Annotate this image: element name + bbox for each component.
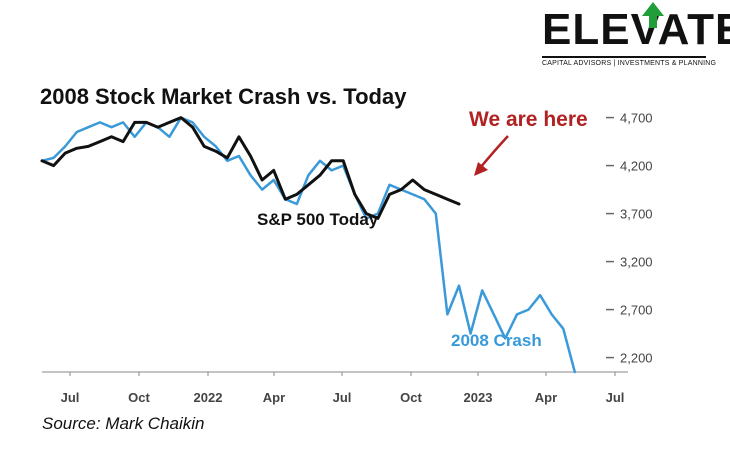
y-tick-label: 4,700 (620, 111, 653, 126)
elevate-logo: ELEVATE CAPITAL ADVISORS | INVESTMENTS &… (538, 2, 730, 68)
x-tick-label: Jul (333, 390, 352, 405)
logo-tagline: CAPITAL ADVISORS | INVESTMENTS & PLANNIN… (542, 60, 717, 67)
y-tick-label: 4,200 (620, 159, 653, 174)
y-tick-label: 3,200 (620, 255, 653, 270)
series-line-sp500-today (40, 116, 461, 220)
x-tick-label: Apr (535, 390, 557, 405)
x-tick-label: 2023 (464, 390, 493, 405)
annotation-arrow-line (479, 135, 509, 169)
x-tick-label: Oct (400, 390, 422, 405)
source-caption: Source: Mark Chaikin (42, 414, 205, 433)
x-tick-label: Jul (61, 390, 80, 405)
series-line-2008-crash (40, 116, 577, 374)
x-tick-label: Oct (128, 390, 150, 405)
chart-lines (40, 116, 577, 374)
annotation-arrowhead (474, 162, 488, 176)
chart-annotations: S&P 500 Today 2008 Crash We are here (257, 108, 588, 350)
y-tick-label: 3,700 (620, 207, 653, 222)
series-label-2008-crash: 2008 Crash (451, 331, 542, 350)
logo-wordmark: ELEVATE (542, 5, 730, 54)
logo-arrow-icon (642, 2, 664, 28)
x-tick-label: Jul (606, 390, 625, 405)
logo-divider (542, 56, 706, 58)
annotation-we-are-here: We are here (469, 108, 588, 131)
x-tick-label: Apr (263, 390, 285, 405)
series-label-sp500-today: S&P 500 Today (257, 210, 379, 229)
x-tick-label: 2022 (194, 390, 223, 405)
chart-title: 2008 Stock Market Crash vs. Today (40, 84, 407, 109)
y-tick-label: 2,200 (620, 351, 653, 366)
y-tick-label: 2,700 (620, 303, 653, 318)
chart-axes: Jul Oct 2022 Apr Jul Oct 2023 Apr Jul 4,700 4,200 3… (42, 111, 653, 405)
